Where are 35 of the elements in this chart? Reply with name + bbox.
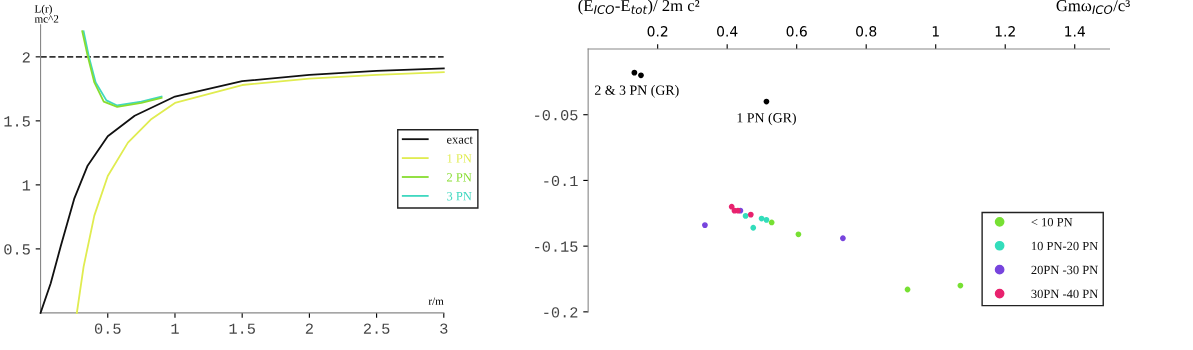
y-tick-label: -0.15 bbox=[535, 241, 578, 252]
x-tick-label: 2 bbox=[305, 323, 313, 334]
x-tick-label: 2.5 bbox=[363, 323, 390, 334]
y-tick-label: 2 bbox=[22, 52, 30, 63]
x-tick-label: 0.2 bbox=[647, 26, 668, 37]
annotation: 2 & 3 PN (GR) bbox=[594, 85, 679, 98]
x-tick-label: 0.8 bbox=[856, 26, 877, 37]
y-tick-label: -0.1 bbox=[544, 175, 578, 187]
x-tick-label: 0.6 bbox=[786, 26, 807, 37]
x-tick-label: 1.4 bbox=[1065, 26, 1085, 37]
x-tick-label: 0.4 bbox=[717, 26, 738, 37]
x-tick-label: 0.5 bbox=[94, 323, 121, 334]
x-axis-title: r/m bbox=[428, 297, 444, 305]
y-axis-title: (E$_{ICO}$-E$_{tot}$)/ 2m c² bbox=[578, 0, 700, 15]
y-tick-label: 0.5 bbox=[4, 244, 30, 255]
x-axis-title: Gmω$_{ICO}$/c³ bbox=[1056, 0, 1130, 15]
y-tick-label: -0.2 bbox=[544, 307, 578, 318]
x-tick-label: 1.2 bbox=[995, 26, 1015, 37]
legend-label: 2 PN bbox=[447, 173, 472, 182]
x-tick-label: 3 bbox=[440, 323, 448, 334]
y-tick-label: 1 bbox=[22, 180, 31, 191]
annotation: 1 PN (GR) bbox=[737, 112, 796, 126]
legend-label: exact bbox=[446, 136, 473, 144]
y-axis-title: L(r) mc^2 bbox=[34, 4, 59, 23]
y-tick-label: 1.5 bbox=[4, 116, 30, 127]
legend-label: 10 PN-20 PN bbox=[1031, 241, 1098, 251]
x-tick-label: 1 bbox=[171, 323, 179, 334]
legend-label: 3 PN bbox=[447, 192, 472, 201]
legend-label: 20PN -30 PN bbox=[1031, 265, 1098, 275]
legend-label: 30PN -40 PN bbox=[1031, 289, 1098, 299]
x-tick-label: 1.5 bbox=[229, 323, 255, 334]
legend-label: < 10 PN bbox=[1031, 217, 1073, 227]
x-tick-label: 1 bbox=[932, 26, 939, 37]
y-tick-label: -0.05 bbox=[535, 110, 578, 121]
legend-label: 1 PN bbox=[447, 154, 472, 163]
